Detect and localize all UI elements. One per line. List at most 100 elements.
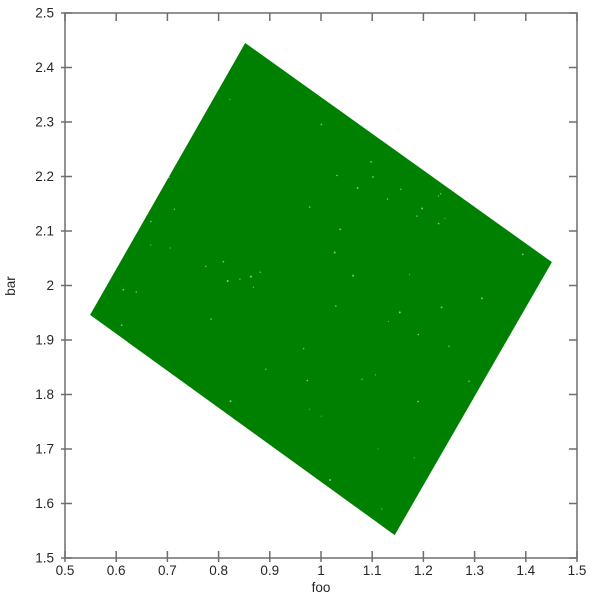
speckle-dot bbox=[417, 333, 420, 336]
speckle-dot bbox=[444, 217, 446, 219]
speckle-dot bbox=[413, 116, 415, 119]
speckle-dot bbox=[169, 247, 171, 249]
speckle-dot bbox=[250, 275, 252, 278]
y-tick-label: 2 bbox=[46, 278, 54, 293]
speckle-dot bbox=[439, 193, 442, 195]
speckle-dot bbox=[581, 482, 584, 485]
x-tick-label: 1 bbox=[317, 563, 325, 578]
speckle-dot bbox=[174, 383, 176, 385]
speckle-dot bbox=[370, 161, 372, 163]
speckle-dot bbox=[329, 479, 331, 481]
y-tick-label: 1.7 bbox=[35, 442, 54, 457]
speckle-dot bbox=[306, 379, 309, 382]
speckle-dot bbox=[480, 297, 483, 300]
speckle-dot bbox=[426, 47, 429, 50]
speckle-dot bbox=[424, 113, 426, 115]
speckle-dot bbox=[320, 123, 323, 126]
speckle-dot bbox=[222, 260, 225, 263]
speckle-dot bbox=[300, 468, 302, 471]
x-tick-label: 0.8 bbox=[209, 563, 228, 578]
speckle-dot bbox=[226, 280, 229, 282]
speckle-dot bbox=[167, 524, 169, 526]
speckle-dot bbox=[259, 271, 262, 273]
speckle-dot bbox=[307, 62, 309, 64]
speckle-dot bbox=[205, 265, 207, 268]
speckle-dot bbox=[91, 277, 94, 280]
speckle-dot bbox=[167, 449, 170, 452]
speckle-dot bbox=[387, 320, 389, 323]
speckle-dot bbox=[176, 141, 178, 143]
speckle-dot bbox=[252, 286, 254, 288]
speckle-dot bbox=[370, 60, 372, 63]
speckle-dot bbox=[417, 400, 419, 403]
speckle-dot bbox=[413, 457, 415, 459]
speckle-dot bbox=[421, 207, 424, 210]
speckle-dot bbox=[356, 186, 359, 189]
speckle-dot bbox=[172, 416, 174, 418]
speckle-dot bbox=[398, 311, 401, 314]
x-tick-label: 1.1 bbox=[363, 563, 382, 578]
speckle-dot bbox=[76, 164, 78, 166]
speckle-dot bbox=[229, 400, 232, 403]
speckle-dot bbox=[581, 432, 583, 435]
speckle-dot bbox=[336, 174, 338, 177]
speckle-dot bbox=[500, 368, 502, 370]
speckle-dot bbox=[352, 274, 355, 277]
speckle-dot bbox=[486, 113, 489, 116]
speckle-dot bbox=[335, 305, 337, 307]
speckle-dot bbox=[241, 431, 243, 433]
speckle-dot bbox=[437, 222, 440, 225]
speckle-dot bbox=[122, 288, 125, 291]
speckle-dot bbox=[386, 198, 389, 200]
speckle-dot bbox=[120, 324, 123, 326]
speckle-dot bbox=[150, 244, 152, 246]
speckle-dot bbox=[239, 278, 241, 280]
speckle-dot bbox=[135, 291, 137, 293]
speckle-dot bbox=[168, 176, 170, 179]
speckle-dot bbox=[546, 386, 548, 388]
speckle-dot bbox=[457, 499, 460, 502]
speckle-dot bbox=[199, 529, 201, 531]
speckle-dot bbox=[437, 195, 440, 197]
speckle-dot bbox=[252, 449, 254, 451]
speckle-dot bbox=[377, 448, 379, 450]
speckle-dot bbox=[463, 432, 465, 435]
y-axis-label: bar bbox=[3, 276, 18, 296]
x-tick-label: 0.9 bbox=[260, 563, 279, 578]
speckle-dot bbox=[409, 274, 411, 276]
speckle-dot bbox=[137, 360, 140, 362]
speckle-dot bbox=[339, 228, 342, 231]
speckle-dot bbox=[557, 418, 559, 420]
y-tick-label: 2.5 bbox=[35, 6, 54, 21]
x-tick-label: 1.5 bbox=[568, 563, 587, 578]
speckle-dot bbox=[232, 446, 235, 449]
speckle-dot bbox=[150, 220, 152, 223]
speckle-dot bbox=[468, 474, 470, 476]
speckle-dot bbox=[268, 483, 271, 486]
speckle-dot bbox=[308, 408, 310, 410]
speckle-dot bbox=[100, 106, 102, 108]
tick-layer bbox=[61, 12, 578, 562]
speckle-dot bbox=[493, 215, 496, 218]
speckle-dot bbox=[372, 176, 374, 178]
y-tick-label: 2.4 bbox=[35, 60, 54, 75]
y-tick-label: 1.6 bbox=[35, 496, 54, 511]
speckle-dot bbox=[445, 161, 448, 164]
speckle-dot bbox=[265, 368, 267, 370]
speckle-dot bbox=[176, 69, 179, 72]
speckle-dot bbox=[355, 99, 357, 102]
tick-label-layer: 0.5 0.6 0.7 0.8 0.9 1 1.1 1.2 1.3 1.4 1.5 1.5 1.6 1.7… bbox=[35, 6, 586, 579]
x-tick-label: 0.7 bbox=[158, 563, 177, 578]
speckle-dot bbox=[242, 528, 244, 530]
speckle-dot bbox=[542, 467, 545, 470]
speckle-dot bbox=[173, 411, 175, 413]
speckle-dot bbox=[303, 347, 305, 350]
speckle-dot bbox=[495, 401, 497, 403]
speckle-dot bbox=[173, 208, 176, 210]
speckle-dot bbox=[359, 86, 362, 89]
x-tick-label: 0.5 bbox=[56, 563, 75, 578]
speckle-dot bbox=[314, 64, 316, 66]
speckle-dot bbox=[229, 98, 231, 100]
speckle-dot bbox=[580, 465, 582, 467]
